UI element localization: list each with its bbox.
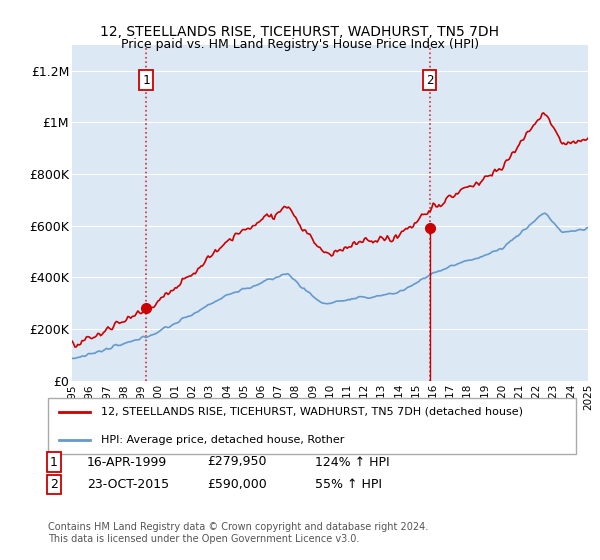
Text: 12, STEELLANDS RISE, TICEHURST, WADHURST, TN5 7DH (detached house): 12, STEELLANDS RISE, TICEHURST, WADHURST… (101, 407, 523, 417)
Text: 2: 2 (50, 478, 58, 491)
Text: 1: 1 (142, 73, 149, 87)
Text: 2: 2 (426, 73, 433, 87)
Text: Contains HM Land Registry data © Crown copyright and database right 2024.
This d: Contains HM Land Registry data © Crown c… (48, 522, 428, 544)
Text: £590,000: £590,000 (207, 478, 267, 491)
Text: 16-APR-1999: 16-APR-1999 (87, 455, 167, 469)
Text: 124% ↑ HPI: 124% ↑ HPI (315, 455, 389, 469)
Text: HPI: Average price, detached house, Rother: HPI: Average price, detached house, Roth… (101, 435, 344, 445)
Text: Price paid vs. HM Land Registry's House Price Index (HPI): Price paid vs. HM Land Registry's House … (121, 38, 479, 51)
Text: 55% ↑ HPI: 55% ↑ HPI (315, 478, 382, 491)
FancyBboxPatch shape (48, 398, 576, 454)
Text: £279,950: £279,950 (207, 455, 266, 469)
Text: 1: 1 (50, 455, 58, 469)
Text: 12, STEELLANDS RISE, TICEHURST, WADHURST, TN5 7DH: 12, STEELLANDS RISE, TICEHURST, WADHURST… (101, 25, 499, 39)
Text: 23-OCT-2015: 23-OCT-2015 (87, 478, 169, 491)
